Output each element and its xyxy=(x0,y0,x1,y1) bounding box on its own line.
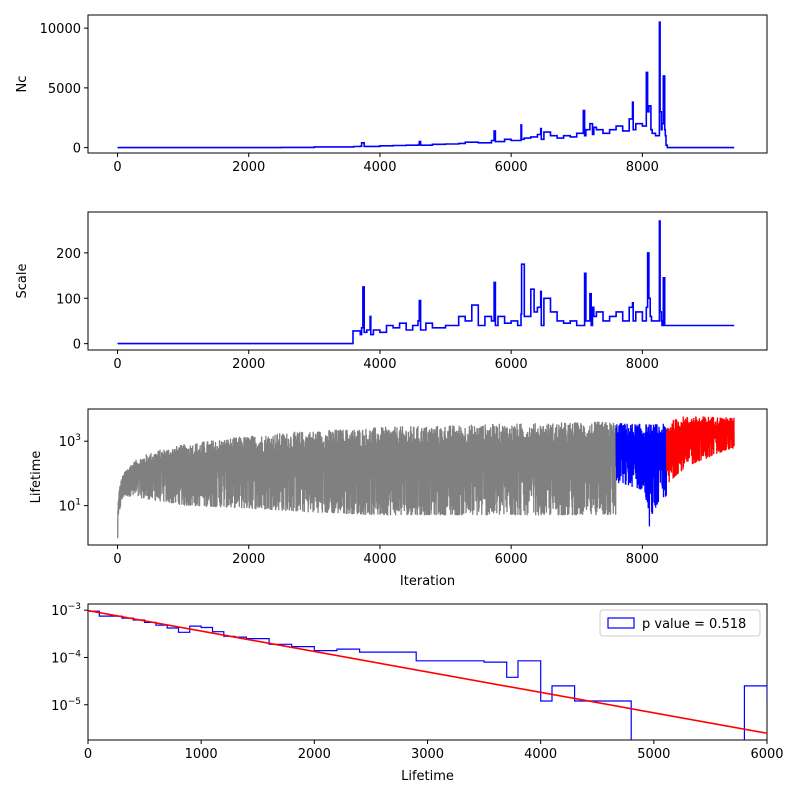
x-tick-label: 0 xyxy=(113,357,121,372)
plot-area xyxy=(117,416,735,539)
axes-1: 0 2000 4000 6000 8000 0 5000 10000 Nc xyxy=(15,14,768,175)
legend: p value = 0.518 xyxy=(599,609,761,637)
legend-box xyxy=(599,609,761,637)
axes-frame xyxy=(87,211,768,351)
y-tick-label: 200 xyxy=(56,247,81,262)
axes-2: 0 2000 4000 6000 8000 0 100 200 Scale xyxy=(15,211,768,372)
x-tick-label: 6000 xyxy=(495,552,528,567)
series-line-1 xyxy=(117,21,735,149)
x-tick-label: 4000 xyxy=(363,357,396,372)
x-tick-label: 2000 xyxy=(298,747,331,762)
y-tick-label: 10−5 xyxy=(51,697,81,714)
x-tick-label: 4000 xyxy=(363,552,396,567)
series-line-1 xyxy=(117,220,735,345)
x-tick-label: 8000 xyxy=(626,357,659,372)
x-tick-label: 2000 xyxy=(232,357,265,372)
x-tick-label: 3000 xyxy=(411,747,444,762)
legend-label: p value = 0.518 xyxy=(642,617,746,632)
x-tick-label: 2000 xyxy=(232,552,265,567)
y-tick-label: 10000 xyxy=(40,22,81,37)
x-tick-label: 6000 xyxy=(750,747,783,762)
x-tick-label: 4000 xyxy=(363,160,396,175)
axes-4: 0 1000 2000 3000 4000 5000 6000 10−5 10−4 10−3 Lif… xyxy=(51,602,783,784)
y-axis-label: Lifetime xyxy=(29,451,44,504)
y-tick-label: 10−3 xyxy=(51,602,81,619)
x-tick-label: 8000 xyxy=(626,160,659,175)
y-tick-label: 0 xyxy=(73,142,81,157)
y-tick-label: 103 xyxy=(59,433,81,450)
y-tick-label: 10−4 xyxy=(51,649,81,666)
plot-area xyxy=(117,220,735,345)
series-line-2 xyxy=(615,423,668,527)
x-tick-label: 5000 xyxy=(637,747,670,762)
histogram-step xyxy=(88,610,767,740)
x-tick-label: 0 xyxy=(113,160,121,175)
x-tick-label: 0 xyxy=(84,747,92,762)
y-tick-label: 100 xyxy=(56,292,81,307)
y-tick-label: 0 xyxy=(73,338,81,353)
axes-frame xyxy=(87,14,768,154)
y-axis-label: Nc xyxy=(15,76,30,93)
series-line-1 xyxy=(117,421,617,539)
y-tick-label: 5000 xyxy=(48,82,81,97)
plot-area xyxy=(88,609,767,740)
axes-frame xyxy=(87,408,768,546)
legend-swatch xyxy=(607,617,635,629)
x-axis-label: Lifetime xyxy=(401,769,454,784)
x-tick-label: 1000 xyxy=(185,747,218,762)
y-tick-label: 101 xyxy=(59,498,81,515)
series-line-3 xyxy=(665,416,735,483)
x-tick-label: 2000 xyxy=(232,160,265,175)
x-tick-label: 8000 xyxy=(626,552,659,567)
y-axis-label: Scale xyxy=(15,264,30,299)
x-tick-label: 0 xyxy=(113,552,121,567)
axes-3: 0 2000 4000 6000 8000 101 103 Lifetime Iteration xyxy=(29,408,768,589)
x-tick-label: 6000 xyxy=(495,357,528,372)
x-tick-label: 4000 xyxy=(524,747,557,762)
x-tick-label: 6000 xyxy=(495,160,528,175)
fit-line xyxy=(88,609,767,735)
plot-area xyxy=(117,21,735,149)
x-axis-label: Iteration xyxy=(400,574,455,589)
